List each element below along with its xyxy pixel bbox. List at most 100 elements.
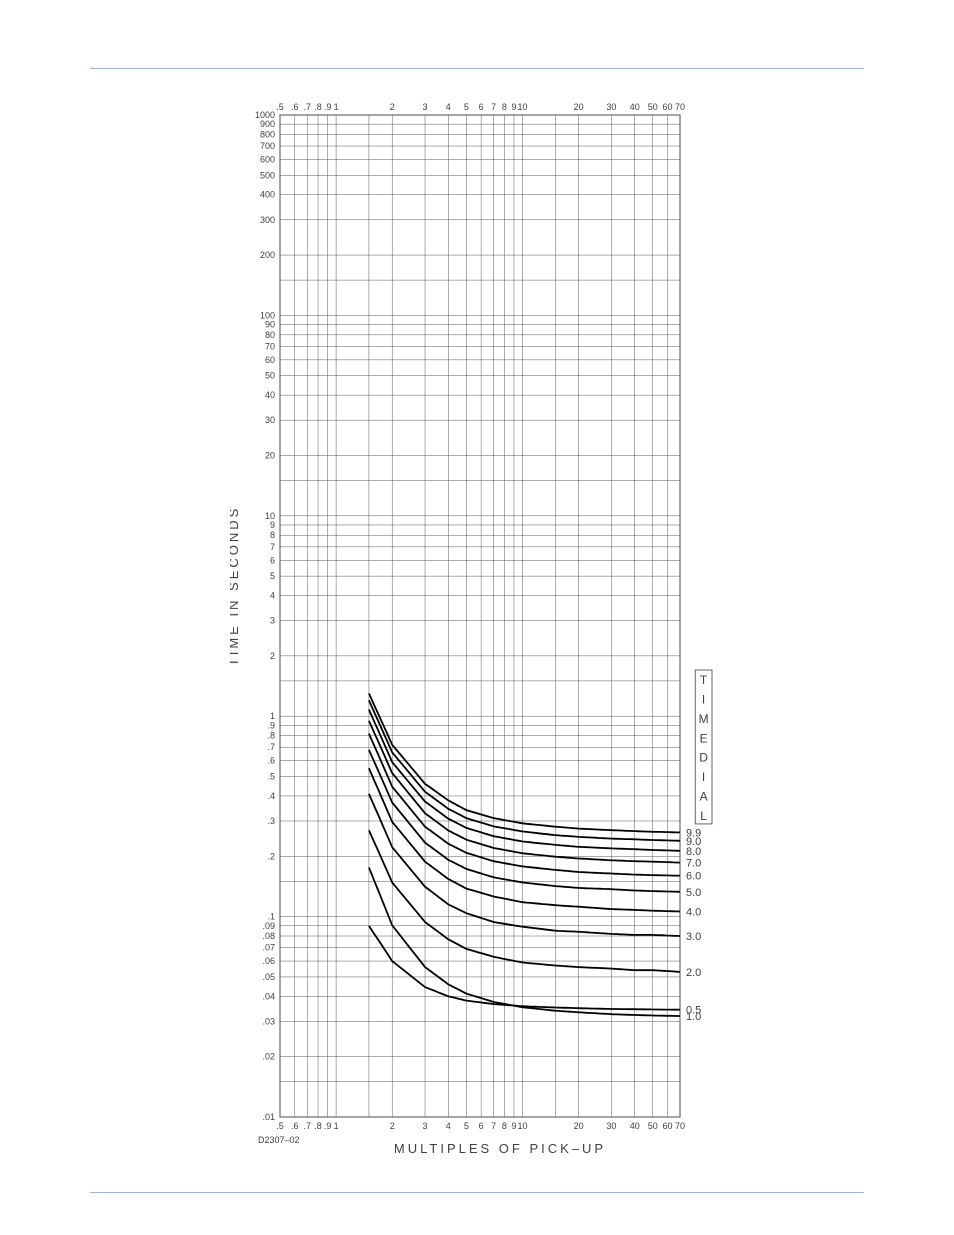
x-tick-bottom: 6 (479, 1121, 484, 1131)
chart-container: .5.5.6.6.7.7.8.8.9.911223344556677889910… (230, 95, 750, 1170)
y-tick: .07 (262, 943, 275, 953)
y-tick: 800 (260, 129, 275, 139)
curve-label: 4.0 (686, 907, 701, 919)
x-tick-top: 70 (675, 102, 685, 112)
x-tick-top: 60 (663, 102, 673, 112)
curve-label: 8.0 (686, 846, 701, 858)
y-tick: 900 (260, 119, 275, 129)
x-tick-top: 7 (491, 102, 496, 112)
top-rule (90, 68, 864, 69)
y-tick: 500 (260, 170, 275, 180)
x-tick-bottom: 5 (464, 1121, 469, 1131)
x-tick-bottom: 2 (390, 1121, 395, 1131)
time-curve-chart: .5.5.6.6.7.7.8.8.9.911223344556677889910… (230, 95, 750, 1165)
y-tick: 1000 (255, 110, 275, 120)
time-dial-letter: I (702, 692, 705, 706)
x-tick-top: 20 (574, 102, 584, 112)
y-tick: 300 (260, 215, 275, 225)
y-tick: .5 (267, 772, 275, 782)
drawing-id: D2307–02 (258, 1135, 300, 1145)
x-tick-top: 1 (334, 102, 339, 112)
x-tick-top: 30 (606, 102, 616, 112)
x-tick-top: 9 (511, 102, 516, 112)
time-dial-letter: L (700, 809, 707, 823)
y-tick: .6 (267, 756, 275, 766)
x-tick-bottom: 7 (491, 1121, 496, 1131)
y-tick: 10 (265, 511, 275, 521)
y-tick: 4 (270, 591, 275, 601)
y-tick: 7 (270, 542, 275, 552)
y-tick: .4 (267, 791, 275, 801)
curve-9.9 (369, 693, 680, 832)
x-tick-bottom: 8 (502, 1121, 507, 1131)
x-tick-bottom: 3 (423, 1121, 428, 1131)
x-tick-bottom: .5 (276, 1121, 284, 1131)
y-tick: .05 (262, 972, 275, 982)
y-tick: .03 (262, 1016, 275, 1026)
x-tick-top: .8 (314, 102, 322, 112)
y-tick: 50 (265, 371, 275, 381)
x-tick-top: .9 (324, 102, 332, 112)
y-tick: .3 (267, 816, 275, 826)
y-tick: 90 (265, 320, 275, 330)
bottom-rule (90, 1192, 864, 1193)
x-tick-top: 5 (464, 102, 469, 112)
curve-label: 3.0 (686, 931, 701, 943)
y-tick: 30 (265, 415, 275, 425)
x-tick-bottom: 1 (334, 1121, 339, 1131)
x-tick-top: .6 (291, 102, 299, 112)
x-tick-top: 4 (446, 102, 451, 112)
x-tick-top: 40 (630, 102, 640, 112)
y-tick: 60 (265, 355, 275, 365)
x-tick-bottom: 9 (511, 1121, 516, 1131)
curve-label: 7.0 (686, 858, 701, 870)
page: .5.5.6.6.7.7.8.8.9.911223344556677889910… (0, 0, 954, 1235)
time-dial-letter: E (700, 731, 708, 745)
y-tick: 20 (265, 450, 275, 460)
y-tick: .01 (262, 1112, 275, 1122)
y-tick: 80 (265, 330, 275, 340)
y-tick: .04 (262, 991, 275, 1001)
y-tick: .8 (267, 731, 275, 741)
x-tick-top: 2 (390, 102, 395, 112)
y-tick: 700 (260, 141, 275, 151)
time-dial-letter: D (699, 751, 708, 765)
x-tick-top: 10 (517, 102, 527, 112)
y-tick: .1 (267, 912, 275, 922)
x-tick-top: .7 (303, 102, 311, 112)
x-tick-bottom: .6 (291, 1121, 299, 1131)
x-axis-label: MULTIPLES OF PICK–UP (394, 1141, 606, 1156)
x-tick-top: 8 (502, 102, 507, 112)
time-dial-letter: I (702, 770, 705, 784)
time-dial-letter: M (699, 712, 709, 726)
x-tick-bottom: 70 (675, 1121, 685, 1131)
y-tick: 6 (270, 555, 275, 565)
x-tick-bottom: 60 (663, 1121, 673, 1131)
time-dial-letter: A (700, 790, 708, 804)
x-tick-bottom: 40 (630, 1121, 640, 1131)
y-tick: 400 (260, 190, 275, 200)
y-axis-label: TIME IN SECONDS (230, 506, 241, 667)
y-tick: 9 (270, 520, 275, 530)
y-tick: 70 (265, 341, 275, 351)
curve-label: 2.0 (686, 967, 701, 979)
y-tick: 3 (270, 616, 275, 626)
x-tick-bottom: 30 (606, 1121, 616, 1131)
x-tick-top: .5 (276, 102, 284, 112)
y-tick: .2 (267, 851, 275, 861)
y-tick: .7 (267, 742, 275, 752)
x-tick-bottom: 10 (517, 1121, 527, 1131)
x-tick-top: 3 (423, 102, 428, 112)
y-tick: .08 (262, 931, 275, 941)
y-tick: 8 (270, 530, 275, 540)
y-tick: 200 (260, 250, 275, 260)
curve-9.0 (369, 700, 680, 841)
x-tick-top: 50 (648, 102, 658, 112)
x-tick-bottom: .9 (324, 1121, 332, 1131)
y-tick: 1 (270, 711, 275, 721)
y-tick: 2 (270, 651, 275, 661)
y-tick: 5 (270, 571, 275, 581)
x-tick-bottom: 4 (446, 1121, 451, 1131)
plot-border (280, 115, 680, 1117)
y-tick: .09 (262, 921, 275, 931)
